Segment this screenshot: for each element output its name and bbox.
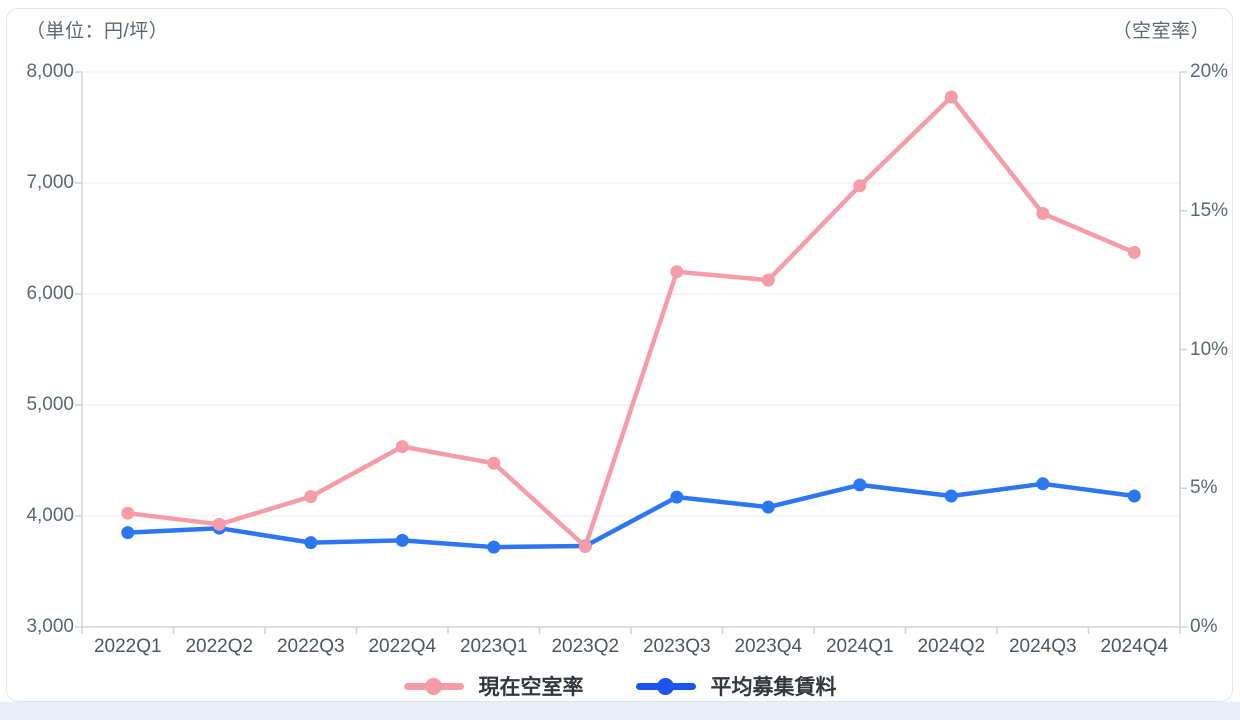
- page-background-band: [0, 702, 1240, 720]
- vacancy-rate-line-marker-icon: [403, 677, 464, 695]
- legend-item-average-rent: 平均募集賃料: [635, 671, 837, 701]
- average-rent-line-marker-icon: [635, 677, 696, 695]
- legend-label-vacancy-rate: 現在空室率: [478, 676, 584, 699]
- legend: 現在空室率 平均募集賃料: [0, 671, 1240, 701]
- legend-label-average-rent: 平均募集賃料: [710, 676, 837, 699]
- right-axis-title: （空室率）: [1112, 21, 1210, 42]
- chart-card: [6, 8, 1233, 702]
- left-axis-title: （単位：円/坪）: [26, 21, 169, 42]
- legend-item-vacancy-rate: 現在空室率: [403, 671, 584, 701]
